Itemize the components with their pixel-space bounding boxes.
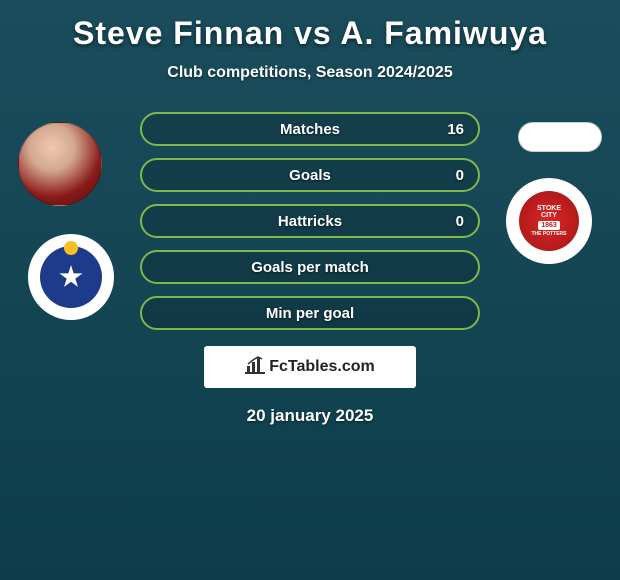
stat-row-min-per-goal: Min per goal [140, 296, 480, 330]
stat-label: Min per goal [266, 305, 354, 322]
stoke-text-1: STOKE [537, 205, 561, 212]
stoke-year: 1863 [538, 221, 560, 230]
stat-row-goals-per-match: Goals per match [140, 250, 480, 284]
stat-row-hattricks: Hattricks 0 [140, 204, 480, 238]
stat-row-goals: Goals 0 [140, 158, 480, 192]
stat-value-right: 0 [456, 213, 464, 230]
stoke-badge: STOKE CITY 1863 THE POTTERS [519, 191, 579, 251]
branding-text: FcTables.com [269, 358, 375, 376]
page-title: Steve Finnan vs A. Famiwuya [0, 0, 620, 52]
stat-label: Matches [280, 121, 340, 138]
stat-value-right: 0 [456, 167, 464, 184]
stoke-motto: THE POTTERS [531, 232, 566, 237]
stat-label: Goals [289, 167, 331, 184]
stat-value-right: 16 [447, 121, 464, 138]
subtitle: Club competitions, Season 2024/2025 [0, 64, 620, 82]
stoke-text-2: CITY [541, 212, 557, 219]
player-avatar-right [518, 122, 602, 152]
club-logo-left [28, 234, 114, 320]
chart-icon [245, 356, 265, 379]
stat-label: Goals per match [251, 259, 369, 276]
club-logo-right: STOKE CITY 1863 THE POTTERS [506, 178, 592, 264]
stat-row-matches: Matches 16 [140, 112, 480, 146]
branding-box: FcTables.com [204, 346, 416, 388]
moon-icon [64, 241, 78, 255]
date-text: 20 january 2025 [0, 406, 620, 426]
stat-label: Hattricks [278, 213, 342, 230]
star-icon [59, 265, 83, 289]
player-avatar-left [18, 122, 102, 206]
portsmouth-badge [40, 246, 102, 308]
